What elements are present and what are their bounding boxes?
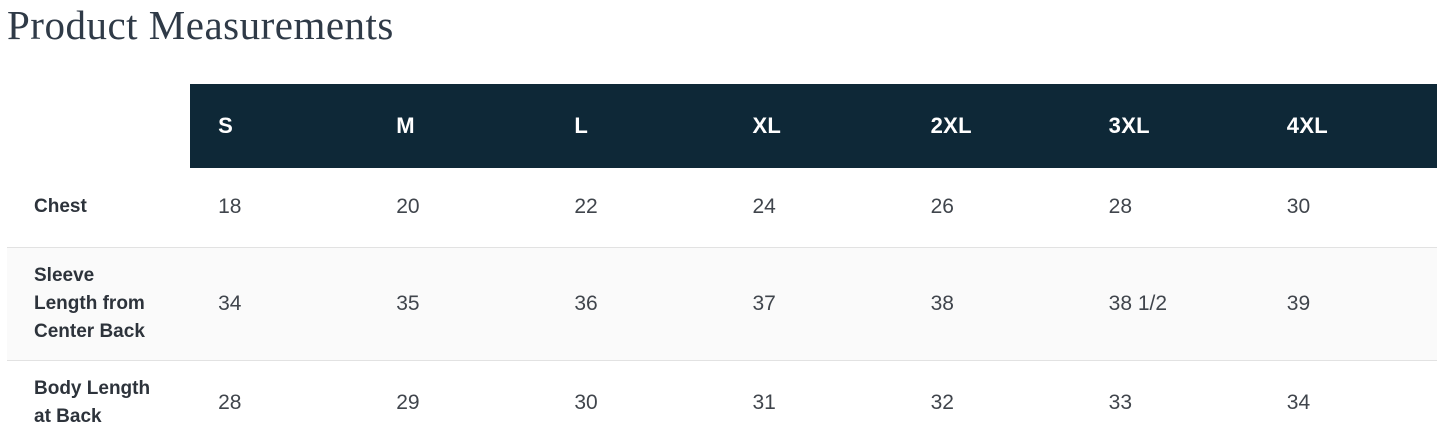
cell-sleeve-2xl: 38 <box>930 291 954 315</box>
cell-sleeve-4xl: 39 <box>1286 291 1311 315</box>
table-row-chest: Chest 18 20 22 24 26 28 30 <box>7 168 1437 247</box>
column-header-3xl: 3XL <box>1080 84 1259 168</box>
cell-chest-l: 22 <box>574 195 598 219</box>
header-row: S M L XL 2XL 3XL 4XL <box>7 84 1437 168</box>
cell-chest-xl: 24 <box>752 195 776 219</box>
column-header-l: L <box>546 84 725 168</box>
cell-body-3xl: 33 <box>1108 390 1133 414</box>
cell-chest-2xl: 26 <box>930 195 954 219</box>
table-row-body-length: Body Length at Back 28 29 30 31 32 33 34 <box>7 360 1437 431</box>
column-header-2xl: 2XL <box>902 84 1081 168</box>
cell-chest-s: 18 <box>218 195 242 219</box>
size-table-header: S M L XL 2XL 3XL 4XL <box>7 84 1437 168</box>
cell-chest-4xl: 30 <box>1286 195 1311 219</box>
column-header-m: M <box>368 84 547 168</box>
cell-body-m: 29 <box>396 390 420 414</box>
column-header-4xl: 4XL <box>1258 84 1437 168</box>
cell-chest-3xl: 28 <box>1108 195 1133 219</box>
cell-body-l: 30 <box>574 390 598 414</box>
cell-body-xl: 31 <box>752 390 776 414</box>
cell-sleeve-3xl: 38 1/2 <box>1108 291 1168 315</box>
column-header-s: S <box>190 84 369 168</box>
cell-body-2xl: 32 <box>930 390 954 414</box>
cell-body-4xl: 34 <box>1286 390 1311 414</box>
table-row-sleeve-length: Sleeve Length from Center Back 34 35 36 … <box>7 247 1437 360</box>
cell-sleeve-xl: 37 <box>752 291 776 315</box>
cell-sleeve-s: 34 <box>218 291 242 315</box>
row-label-sleeve-length: Sleeve Length from Center Back <box>34 264 145 342</box>
product-measurements-table: S M L XL 2XL 3XL 4XL Chest 18 20 22 24 2… <box>7 84 1437 431</box>
header-corner-cell <box>7 84 190 168</box>
row-label-body-length: Body Length at Back <box>34 377 151 427</box>
cell-sleeve-l: 36 <box>574 291 598 315</box>
cell-body-s: 28 <box>218 390 242 414</box>
page-title: Product Measurements <box>7 2 394 48</box>
cell-chest-m: 20 <box>396 195 420 219</box>
cell-sleeve-m: 35 <box>396 291 420 315</box>
column-header-xl: XL <box>724 84 903 168</box>
row-label-chest: Chest <box>34 196 87 218</box>
